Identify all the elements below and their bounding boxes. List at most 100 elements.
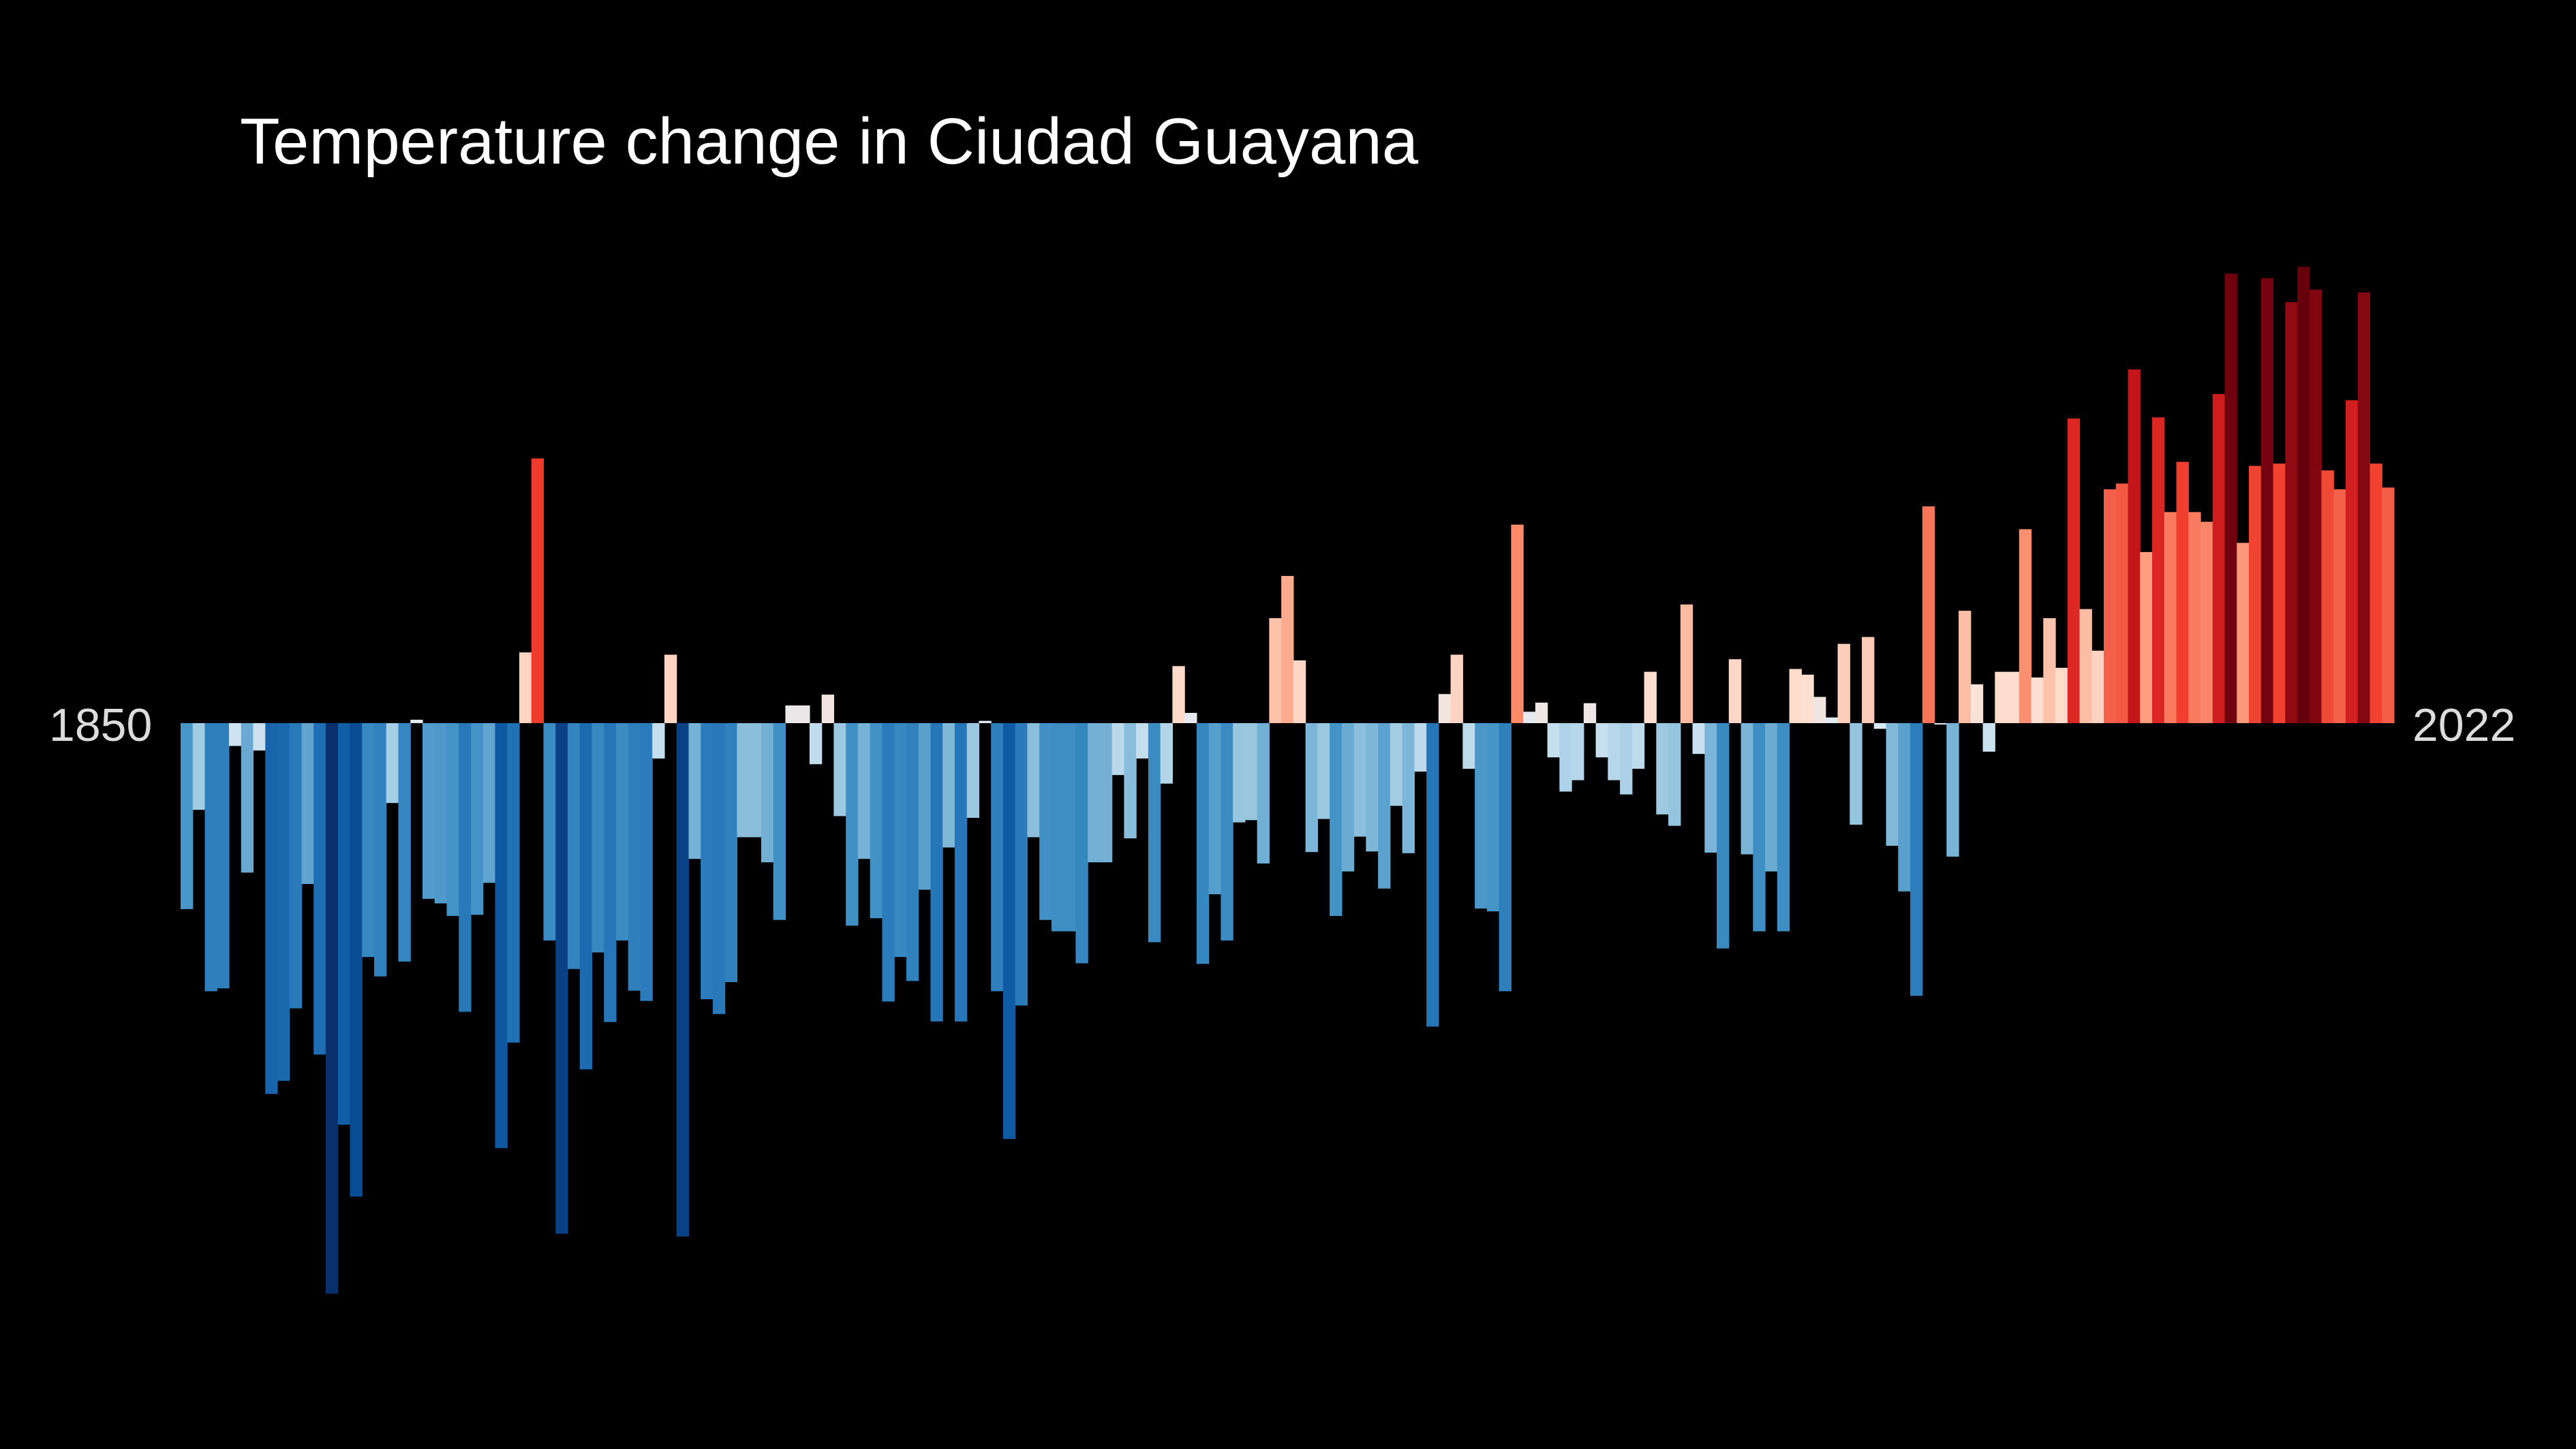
bar-1946 xyxy=(1341,723,1355,872)
bar-2006 xyxy=(2067,418,2081,723)
bar-1951 xyxy=(1402,723,1415,853)
bar-1905 xyxy=(846,723,859,926)
bar-2007 xyxy=(2079,609,2092,723)
bar-1852 xyxy=(204,723,217,992)
bar-2004 xyxy=(2043,617,2056,723)
bar-1853 xyxy=(217,723,230,989)
bar-1854 xyxy=(228,723,242,746)
bar-1897 xyxy=(749,723,762,838)
bar-1981 xyxy=(1765,723,1778,872)
bar-2019 xyxy=(2224,273,2237,723)
bar-1954 xyxy=(1438,694,1452,723)
bar-1955 xyxy=(1450,654,1463,723)
bar-1862 xyxy=(325,723,339,1294)
bar-1982 xyxy=(1777,723,1790,932)
bar-1985 xyxy=(1813,697,1826,723)
bar-2008 xyxy=(2091,650,2104,723)
bar-1926 xyxy=(1099,723,1113,863)
bar-1945 xyxy=(1330,723,1343,916)
bar-1967 xyxy=(1595,723,1608,758)
bar-1929 xyxy=(1136,723,1149,759)
bar-1963 xyxy=(1547,723,1560,758)
bar-1900 xyxy=(785,705,798,723)
bar-1956 xyxy=(1462,723,1475,769)
bar-1971 xyxy=(1644,671,1657,723)
bar-1930 xyxy=(1148,723,1161,943)
bar-1885 xyxy=(604,723,617,1022)
bar-1989 xyxy=(1862,637,1875,723)
end-year-label: 2022 xyxy=(2412,699,2516,751)
bar-1868 xyxy=(398,723,411,962)
bar-1962 xyxy=(1535,702,1548,723)
bar-1968 xyxy=(1608,723,1621,780)
bar-1867 xyxy=(386,723,399,804)
bar-1884 xyxy=(592,723,604,953)
bar-1887 xyxy=(628,723,641,991)
bar-1910 xyxy=(906,723,919,981)
bar-1980 xyxy=(1753,723,1766,932)
bar-1917 xyxy=(991,723,1004,992)
start-year-label: 1850 xyxy=(49,699,153,751)
bar-1934 xyxy=(1196,723,1210,964)
bar-1923 xyxy=(1063,723,1076,932)
bar-2032 xyxy=(2382,487,2395,723)
bar-1986 xyxy=(1825,717,1839,723)
bar-1899 xyxy=(773,723,786,920)
bar-2027 xyxy=(2321,470,2334,723)
bar-2020 xyxy=(2237,543,2250,723)
bar-1965 xyxy=(1571,723,1584,780)
bar-1977 xyxy=(1717,723,1730,949)
bar-1914 xyxy=(954,723,968,1022)
bar-1969 xyxy=(1620,723,1633,795)
bar-1931 xyxy=(1160,723,1173,784)
bar-2001 xyxy=(2007,671,2020,723)
bar-2010 xyxy=(2115,483,2129,723)
bar-1891 xyxy=(676,723,690,1237)
bar-2011 xyxy=(2128,369,2141,723)
bar-1987 xyxy=(1837,643,1850,723)
bar-1952 xyxy=(1414,723,1427,772)
bar-1893 xyxy=(701,723,714,1000)
bar-2015 xyxy=(2176,461,2189,723)
bar-2024 xyxy=(2285,302,2298,723)
bar-1903 xyxy=(821,695,835,723)
bar-1877 xyxy=(507,723,520,1043)
bar-1908 xyxy=(882,723,895,1002)
bar-1875 xyxy=(482,723,496,883)
bar-2017 xyxy=(2201,521,2213,723)
bar-1894 xyxy=(712,723,726,1014)
bar-1991 xyxy=(1886,723,1899,846)
bar-1994 xyxy=(1922,506,1935,723)
bar-1964 xyxy=(1559,723,1572,792)
bar-1976 xyxy=(1704,723,1717,853)
bar-1961 xyxy=(1523,712,1536,723)
bar-1922 xyxy=(1051,723,1064,932)
bar-2028 xyxy=(2333,489,2346,723)
bar-1870 xyxy=(422,723,435,899)
bar-1906 xyxy=(857,723,871,859)
bar-1932 xyxy=(1172,666,1185,723)
bar-1902 xyxy=(809,723,823,765)
bar-1871 xyxy=(434,723,448,904)
bar-1921 xyxy=(1039,723,1052,920)
bar-2030 xyxy=(2357,292,2371,723)
bar-1858 xyxy=(277,723,290,1081)
bar-1859 xyxy=(289,723,303,1009)
bar-1919 xyxy=(1015,723,1028,1006)
bar-1892 xyxy=(688,723,701,859)
bar-1947 xyxy=(1353,723,1366,837)
bar-1944 xyxy=(1317,723,1330,819)
bar-1861 xyxy=(313,723,326,1055)
bar-1943 xyxy=(1305,723,1318,853)
bar-2026 xyxy=(2309,289,2322,723)
bar-1888 xyxy=(640,723,653,1001)
bar-1959 xyxy=(1499,723,1512,992)
bar-1973 xyxy=(1668,723,1681,826)
bar-1940 xyxy=(1269,617,1282,723)
bar-1874 xyxy=(470,723,484,915)
bar-1993 xyxy=(1910,723,1923,996)
bar-2013 xyxy=(2152,417,2165,723)
bar-1895 xyxy=(724,723,738,982)
bar-1933 xyxy=(1184,712,1197,723)
bar-1901 xyxy=(797,705,810,723)
